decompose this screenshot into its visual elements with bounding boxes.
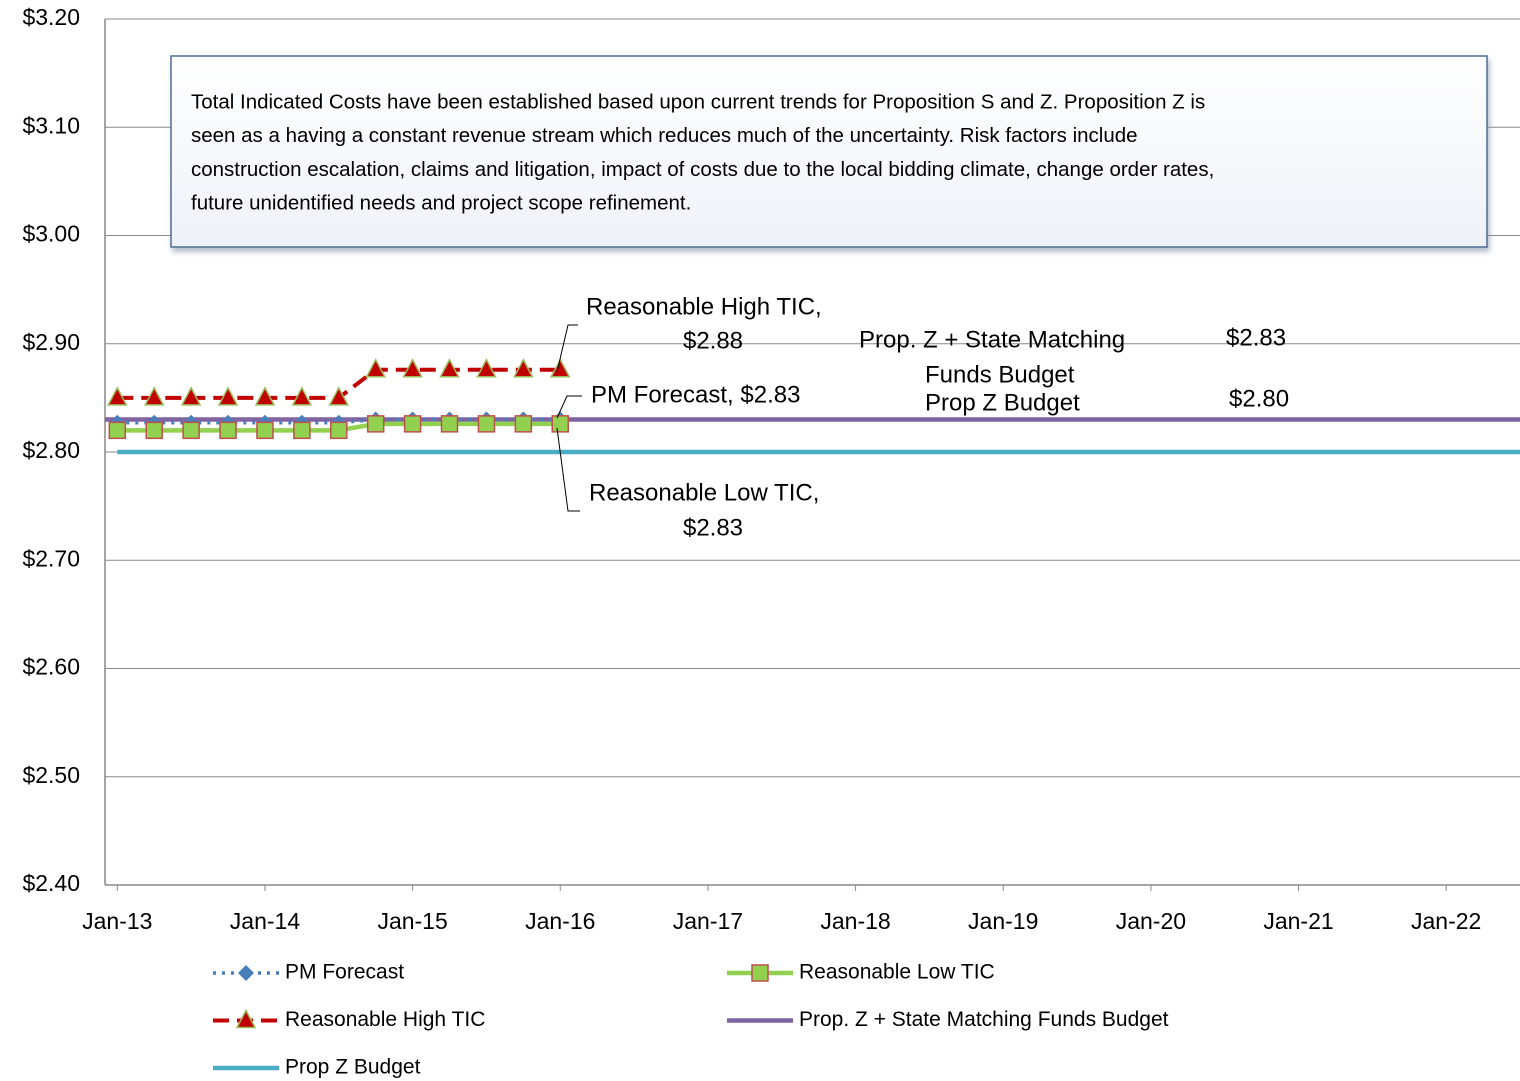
x-tick-label: Jan-20 — [1116, 908, 1186, 934]
legend-label: Reasonable High TIC — [285, 1008, 485, 1031]
leader-line — [556, 324, 578, 373]
marker — [235, 1008, 257, 1029]
annotation: $2.83 — [1226, 324, 1286, 351]
y-tick-label: $2.40 — [22, 870, 80, 896]
marker — [293, 421, 311, 440]
legend-label: Prop Z Budget — [285, 1056, 421, 1079]
y-tick-label: $3.00 — [22, 221, 80, 247]
annotation: PM Forecast, $2.83 — [591, 381, 800, 408]
marker — [254, 386, 276, 406]
marker — [143, 386, 165, 406]
x-tick-label: Jan-14 — [230, 908, 301, 934]
marker — [182, 421, 200, 440]
plot — [105, 358, 1520, 455]
marker — [513, 358, 534, 378]
x-tick-label: Jan-21 — [1263, 908, 1333, 934]
marker — [403, 415, 422, 433]
annotation: Prop. Z + State Matching — [859, 326, 1125, 353]
marker — [551, 415, 570, 433]
marker — [366, 415, 385, 433]
marker — [477, 415, 496, 433]
marker — [108, 421, 127, 440]
legend: PM Forecast Reasonable Low TIC Reasonable … — [213, 961, 1169, 1079]
y-tick-label: $3.20 — [22, 4, 80, 30]
y-tick-label: $2.50 — [22, 762, 80, 788]
marker — [330, 421, 348, 440]
note-line: seen as a having a constant revenue stre… — [191, 124, 1138, 147]
marker — [256, 421, 274, 440]
note-line: construction escalation, claims and liti… — [191, 158, 1214, 181]
x-tick-label: Jan-13 — [82, 908, 152, 934]
y-tick-label: $2.60 — [22, 654, 80, 680]
x-tick-label: Jan-15 — [377, 908, 447, 934]
legend-label: PM Forecast — [285, 961, 404, 984]
annotation: $2.83 — [683, 514, 743, 541]
note-line: future unidentified needs and project sc… — [191, 192, 691, 215]
y-tick-label: $2.70 — [22, 545, 80, 571]
legend-label: Reasonable Low TIC — [799, 961, 995, 984]
marker — [217, 386, 239, 406]
annotation: Prop Z Budget — [925, 389, 1080, 416]
note-line: Total Indicated Costs have been establis… — [191, 90, 1205, 113]
marker — [439, 358, 460, 378]
y-tick-label: $2.80 — [22, 437, 80, 463]
x-tick-label: Jan-17 — [673, 908, 743, 934]
leader-line — [556, 395, 582, 419]
marker — [751, 964, 769, 982]
annotation: $2.80 — [1229, 385, 1289, 412]
marker — [219, 421, 237, 440]
x-tick-label: Jan-16 — [525, 908, 595, 934]
marker — [145, 421, 163, 440]
y-tick-label: $3.10 — [22, 112, 80, 138]
marker — [476, 358, 497, 378]
x-tick-label: Jan-18 — [820, 908, 890, 934]
marker — [180, 386, 202, 406]
note: Total Indicated Costs have been establis… — [191, 90, 1214, 214]
marker — [291, 386, 313, 406]
marker — [514, 415, 533, 433]
marker — [550, 358, 571, 378]
marker — [328, 386, 350, 406]
x-tick-label: Jan-19 — [968, 908, 1038, 934]
marker — [402, 358, 423, 378]
annotation: Funds Budget — [925, 361, 1075, 388]
x-tick-label: Jan-22 — [1411, 908, 1481, 934]
legend-label: Prop. Z + State Matching Funds Budget — [799, 1008, 1169, 1031]
annotations: Reasonable High TIC, $2.88 PM Forecast, $2… — [556, 293, 1289, 541]
note-box — [170, 55, 1488, 248]
marker — [238, 965, 254, 981]
marker — [440, 415, 459, 433]
annotation: $2.88 — [683, 327, 743, 354]
marker — [365, 358, 386, 378]
annotation: Reasonable High TIC, — [586, 293, 822, 320]
marker — [107, 386, 128, 406]
leader-line — [556, 427, 580, 512]
annotation: Reasonable Low TIC, — [589, 479, 819, 506]
y-tick-label: $2.90 — [22, 329, 80, 355]
